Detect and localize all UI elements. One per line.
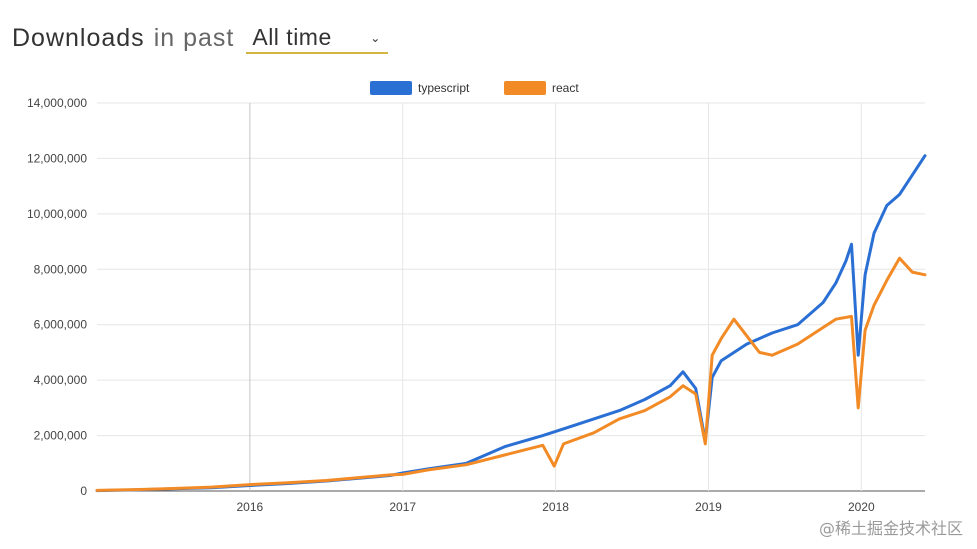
x-tick-label: 2016 (237, 500, 264, 514)
y-tick-label: 8,000,000 (34, 262, 88, 276)
y-tick-label: 0 (80, 484, 87, 498)
legend-label-react: react (552, 81, 579, 95)
chart-header: Downloads in past All time ⌄ (12, 18, 389, 58)
y-tick-label: 4,000,000 (34, 373, 88, 387)
watermark: @稀土掘金技术社区 (818, 519, 963, 538)
legend-swatch-react (504, 81, 546, 95)
y-tick-label: 12,000,000 (27, 151, 87, 165)
x-tick-label: 2017 (389, 500, 416, 514)
x-tick-label: 2020 (848, 500, 875, 514)
y-tick-label: 6,000,000 (34, 318, 88, 332)
y-tick-label: 2,000,000 (34, 429, 88, 443)
x-tick-label: 2019 (695, 500, 722, 514)
legend-swatch-typescript (370, 81, 412, 95)
series-line-typescript (95, 154, 927, 493)
page-title: Downloads (12, 23, 145, 52)
downloads-line-chart: 0 2,000,000 4,000,000 6,000,000 8,000,000 10,… (27, 81, 927, 514)
legend-label-typescript: typescript (418, 81, 470, 95)
y-tick-label: 14,000,000 (27, 96, 87, 110)
period-select-value: All time (252, 23, 332, 50)
series-line-react (95, 256, 927, 492)
period-select[interactable]: All time ⌄ (246, 22, 389, 54)
page-subtitle: in past (153, 23, 235, 52)
y-tick-label: 10,000,000 (27, 207, 87, 221)
chevron-down-icon: ⌄ (370, 31, 381, 45)
x-tick-label: 2018 (542, 500, 569, 514)
